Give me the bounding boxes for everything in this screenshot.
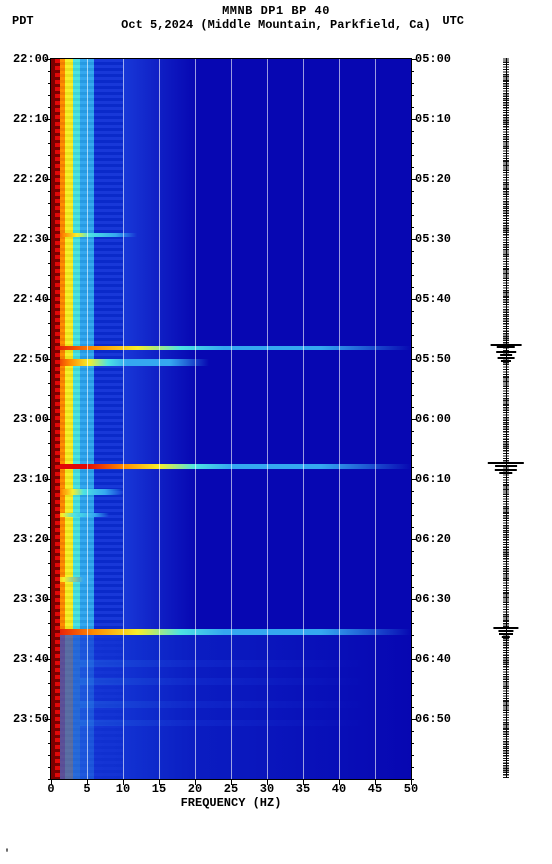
gridline — [267, 59, 268, 779]
y-left-tick-label: 23:20 — [13, 532, 51, 546]
tz-right-label: UTC — [442, 14, 464, 28]
gridline — [339, 59, 340, 779]
seis-spike — [496, 351, 516, 353]
chart-header: MMNB DP1 BP 40 Oct 5,2024 (Middle Mounta… — [0, 4, 552, 32]
seis-spike — [498, 357, 515, 359]
gridline — [303, 59, 304, 779]
gridline — [231, 59, 232, 779]
y-left-tick-label: 23:40 — [13, 652, 51, 666]
y-left-tick-label: 22:10 — [13, 112, 51, 126]
gridline — [87, 59, 88, 779]
y-right-tick-label: 05:40 — [411, 292, 451, 306]
y-left-tick-label: 23:50 — [13, 712, 51, 726]
y-right-tick-label: 06:20 — [411, 532, 451, 546]
seis-spike — [491, 344, 522, 346]
seismogram-panel — [478, 58, 534, 778]
y-left-tick-label: 22:30 — [13, 232, 51, 246]
seis-spike — [488, 462, 524, 464]
spec-cell — [51, 359, 209, 366]
y-left-tick-label: 22:50 — [13, 352, 51, 366]
y-left-tick-label: 22:00 — [13, 52, 51, 66]
y-right-tick-label: 05:30 — [411, 232, 451, 246]
chart-subtitle: Oct 5,2024 (Middle Mountain, Parkfield, … — [0, 18, 552, 32]
spec-cell — [51, 233, 137, 237]
seis-spike — [493, 627, 518, 629]
gridline — [195, 59, 196, 779]
spec-cell — [51, 513, 109, 517]
y-right-tick-label: 06:50 — [411, 712, 451, 726]
y-left-tick-label: 23:10 — [13, 472, 51, 486]
chart-title: MMNB DP1 BP 40 — [0, 4, 552, 18]
y-left-tick-label: 23:30 — [13, 592, 51, 606]
y-right-tick-label: 06:40 — [411, 652, 451, 666]
y-right-tick-label: 05:00 — [411, 52, 451, 66]
gridline — [159, 59, 160, 779]
spectrogram-plot: FREQUENCY (HZ) 0510152025303540455022:00… — [50, 58, 412, 780]
tz-left-label: PDT — [12, 14, 34, 28]
y-right-tick-label: 05:50 — [411, 352, 451, 366]
y-right-tick-label: 05:20 — [411, 172, 451, 186]
footer-note: ' — [4, 849, 10, 860]
seis-noise-trace — [503, 58, 509, 778]
gridline — [375, 59, 376, 779]
seis-spike — [499, 633, 513, 635]
y-left-tick-label: 23:00 — [13, 412, 51, 426]
y-right-tick-label: 05:10 — [411, 112, 451, 126]
spec-cell — [55, 59, 60, 779]
y-right-tick-label: 06:00 — [411, 412, 451, 426]
y-right-tick-label: 06:30 — [411, 592, 451, 606]
y-left-tick-label: 22:40 — [13, 292, 51, 306]
gridline — [123, 59, 124, 779]
y-right-tick-label: 06:10 — [411, 472, 451, 486]
y-left-tick-label: 22:20 — [13, 172, 51, 186]
seis-spike — [495, 469, 517, 471]
